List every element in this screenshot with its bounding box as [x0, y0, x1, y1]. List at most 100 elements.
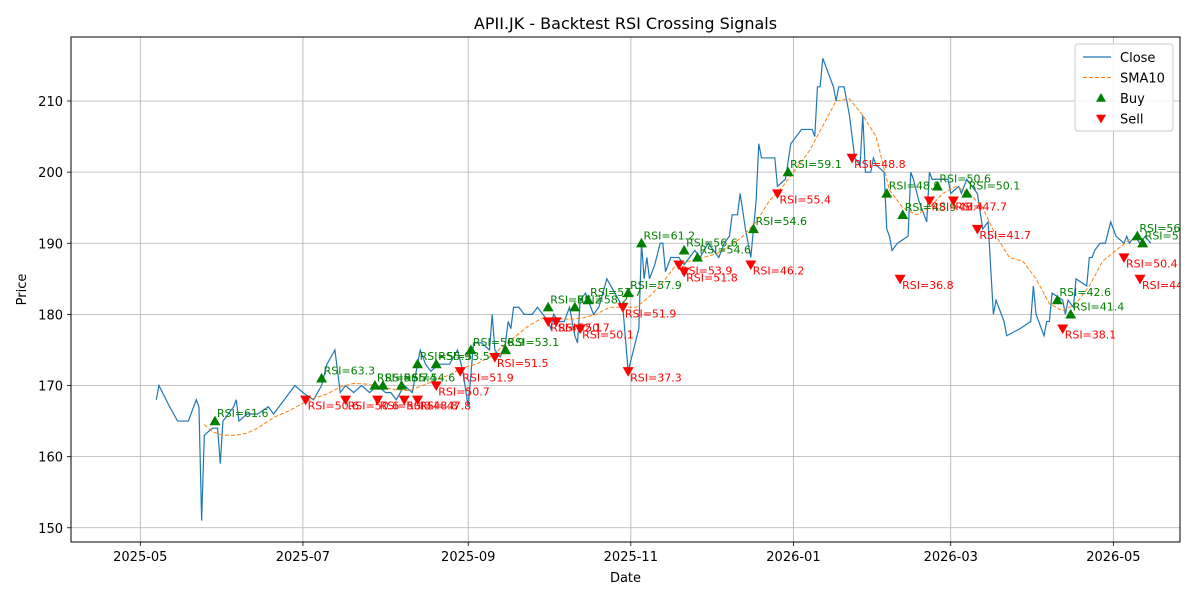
buy-marker	[1065, 308, 1077, 319]
buy-rsi-label: RSI=48.9	[889, 179, 941, 192]
buy-rsi-label: RSI=56.5	[1139, 222, 1191, 235]
sell-rsi-label: RSI=51.8	[686, 272, 738, 285]
sell-marker	[745, 260, 757, 271]
y-axis-label: Price	[15, 274, 30, 306]
buy-marker	[582, 294, 594, 305]
buy-rsi-label: RSI=50.6	[939, 172, 991, 185]
x-tick-label: 2026-05	[1086, 550, 1140, 565]
buy-marker	[881, 187, 893, 198]
sell-rsi-label: RSI=51.5	[497, 357, 549, 370]
buy-marker	[635, 237, 647, 248]
legend-label: SMA10	[1120, 72, 1165, 87]
sell-marker	[430, 381, 442, 392]
buy-marker	[316, 372, 328, 383]
sell-rsi-label: RSI=50.7	[558, 322, 610, 335]
buy-marker	[678, 244, 690, 255]
x-tick-label: 2026-01	[766, 550, 820, 565]
x-tick-label: 2025-11	[604, 550, 658, 565]
buy-marker	[412, 358, 424, 369]
buy-marker	[747, 223, 759, 234]
grid-layer	[71, 37, 1180, 542]
buy-marker	[622, 287, 634, 298]
sell-marker	[412, 395, 424, 406]
sell-marker	[542, 317, 554, 328]
sell-rsi-label: RSI=52.1	[550, 322, 602, 335]
sell-rsi-label: RSI=47.7	[955, 201, 1007, 214]
buy-marker	[1051, 294, 1063, 305]
legend-label: Close	[1120, 51, 1155, 66]
x-tick-label: 2025-05	[113, 550, 167, 565]
buy-rsi-label: RSI=54.6	[699, 243, 751, 256]
sell-rsi-label: RSI=38.1	[1065, 329, 1117, 342]
sell-marker	[771, 189, 783, 199]
buy-marker	[430, 358, 442, 369]
buy-rsi-label: RSI=42.6	[1059, 286, 1111, 299]
y-tick-label: 150	[38, 522, 63, 537]
buy-rsi-label: RSI=56.9	[473, 336, 525, 349]
buy-rsi-label: RSI=48.9	[905, 201, 957, 214]
buy-marker	[897, 209, 909, 219]
y-tick-label: 180	[38, 308, 63, 323]
sell-rsi-label: RSI=36.8	[902, 279, 954, 292]
sell-rsi-label: RSI=50.4	[1126, 257, 1178, 270]
sell-marker	[971, 224, 983, 235]
sell-marker	[1118, 253, 1130, 263]
sell-marker	[846, 153, 858, 164]
sell-marker	[300, 395, 312, 406]
sell-marker	[673, 260, 685, 271]
y-tick-label: 170	[38, 380, 63, 395]
sell-marker	[574, 324, 586, 335]
sell-rsi-label: RSI=46.2	[753, 265, 805, 278]
y-tick-label: 200	[38, 166, 63, 181]
sell-rsi-label: RSI=48.4	[931, 201, 983, 214]
buy-marker	[782, 166, 794, 177]
buy-rsi-label: RSI=41.4	[1073, 300, 1125, 313]
buy-rsi-label: RSI=54.6	[404, 372, 456, 385]
buy-marker	[377, 380, 389, 390]
x-tick-label: 2025-09	[441, 550, 495, 565]
buy-rsi-label: RSI=56.7	[377, 372, 429, 385]
legend: Close SMA10 Buy Sell	[1074, 43, 1174, 132]
sell-marker	[1057, 324, 1069, 335]
sell-rsi-label: RSI=51.9	[625, 307, 677, 320]
sell-rsi-label: RSI=51.9	[462, 371, 514, 384]
buy-rsi-label: RSI=61.2	[643, 229, 695, 242]
buy-marker	[500, 344, 512, 355]
buy-rsi-label: RSI=54.6	[755, 215, 807, 228]
buy-marker	[542, 301, 554, 312]
tick-layer: 2025-05 2025-07 2025-09 2025-11 2026-01 2026-…	[38, 95, 1140, 565]
y-tick-label: 190	[38, 237, 63, 252]
sell-marker	[923, 196, 935, 207]
sell-marker	[454, 367, 466, 377]
buy-rsi-label: RSI=53.5	[438, 350, 490, 363]
buy-marker	[931, 180, 943, 191]
buy-marker	[1137, 237, 1149, 248]
legend-buy-swatch	[1096, 93, 1106, 102]
sell-rsi-label: RSI=50.1	[582, 329, 634, 342]
sell-rsi-label: RSI=37.3	[630, 371, 682, 384]
legend-label: Sell	[1120, 113, 1143, 128]
buy-rsi-label: RSI=53.3	[1145, 229, 1197, 242]
buy-rsi-label: RSI=53.1	[508, 336, 560, 349]
y-tick-label: 160	[38, 451, 63, 466]
plot-layer: RSI=61.6RSI=63.3RSI=56.7RSI=55.4RSI=54.6…	[155, 58, 1197, 521]
sell-marker	[550, 317, 562, 328]
buy-rsi-label: RSI=50.1	[969, 179, 1021, 192]
buy-rsi-label: RSI=59.1	[790, 158, 842, 171]
buy-marker	[691, 251, 703, 262]
chart-title: APII.JK - Backtest RSI Crossing Signals	[474, 14, 777, 33]
sell-rsi-label: RSI=47.8	[420, 400, 472, 413]
sell-marker	[617, 303, 629, 313]
sell-rsi-label: RSI=53.9	[681, 265, 733, 278]
legend-box	[1074, 43, 1174, 132]
x-tick-label: 2025-07	[276, 550, 330, 565]
legend-label: Buy	[1120, 92, 1145, 107]
sell-rsi-label: RSI=48.8	[854, 158, 906, 171]
sell-marker	[398, 395, 410, 406]
legend-sell-swatch	[1096, 114, 1106, 124]
sell-marker	[678, 267, 690, 278]
sell-marker	[372, 395, 384, 406]
